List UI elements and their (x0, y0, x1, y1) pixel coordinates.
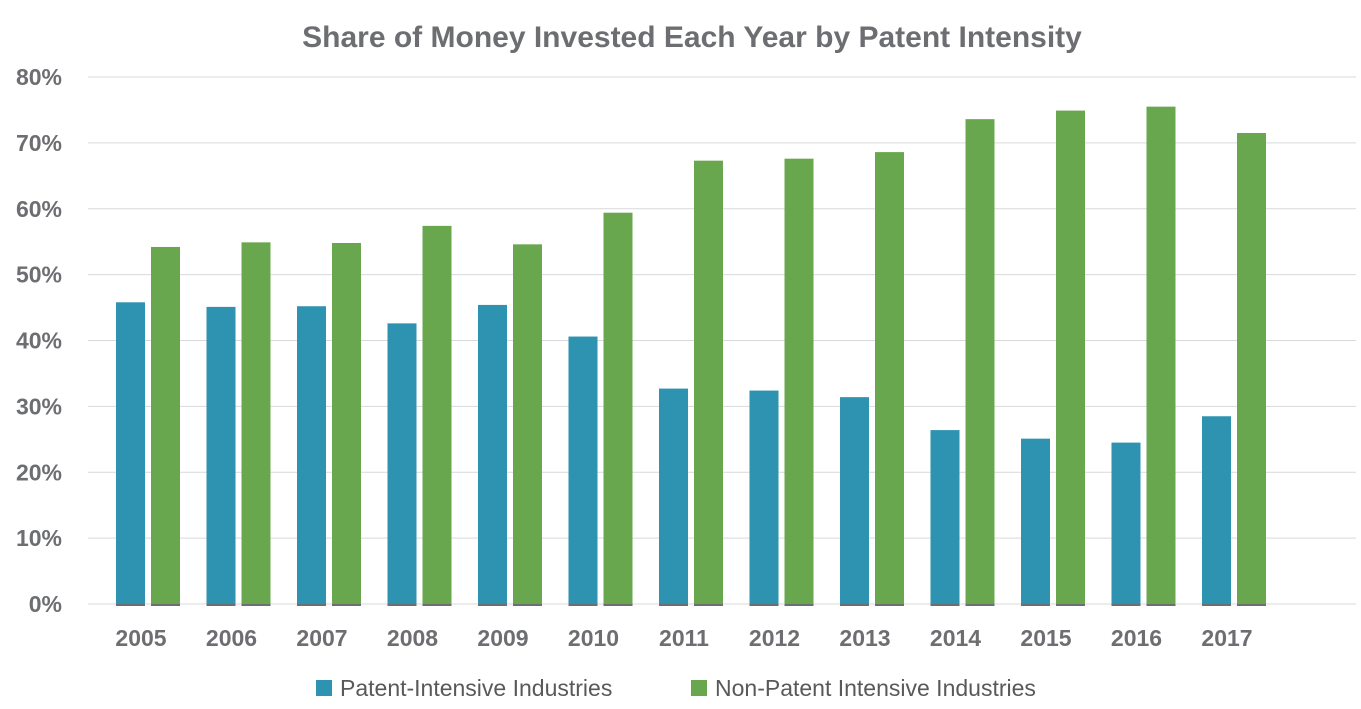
y-tick-label: 70% (16, 130, 62, 156)
bar-non-patent-intensive (422, 225, 452, 604)
x-tick-label: 2008 (387, 625, 438, 651)
bar-baseline-marker (387, 604, 417, 606)
bar-patent-intensive (1202, 416, 1231, 604)
x-tick-label: 2013 (839, 625, 890, 651)
bar-baseline-marker (332, 604, 361, 606)
bar-non-patent-intensive (784, 158, 814, 604)
bar-non-patent-intensive (241, 242, 271, 604)
y-tick-label: 20% (16, 459, 62, 485)
x-tick-label: 2015 (1020, 625, 1071, 651)
bar-baseline-marker (1237, 604, 1266, 606)
legend-label: Non-Patent Intensive Industries (715, 675, 1036, 701)
bar-patent-intensive (840, 397, 869, 604)
bar-patent-intensive (478, 304, 507, 604)
x-tick-label: 2005 (115, 625, 166, 651)
y-tick-label: 40% (16, 328, 62, 354)
y-tick-label: 50% (16, 262, 62, 288)
bar-baseline-marker (422, 604, 452, 606)
bar-baseline-marker (784, 604, 814, 606)
bar-patent-intensive (1021, 438, 1050, 604)
bar-non-patent-intensive (965, 119, 995, 604)
x-tick-label: 2011 (659, 625, 709, 651)
bar-non-patent-intensive (332, 243, 361, 604)
bar-non-patent-intensive (694, 160, 723, 604)
bars (116, 106, 1266, 606)
bar-baseline-marker (603, 604, 633, 606)
bar-non-patent-intensive (1146, 106, 1176, 605)
y-tick-label: 80% (16, 64, 62, 90)
x-tick-label: 2009 (477, 625, 528, 651)
x-tick-label: 2014 (930, 625, 981, 651)
bar-baseline-marker (965, 604, 995, 606)
legend-label: Patent-Intensive Industries (340, 675, 612, 701)
bar-patent-intensive (116, 302, 145, 604)
legend-swatch (316, 680, 332, 696)
y-tick-label: 0% (29, 591, 62, 617)
bar-baseline-marker (1146, 604, 1176, 606)
bar-baseline-marker (513, 604, 542, 606)
bar-patent-intensive (297, 306, 326, 604)
bar-baseline-marker (749, 604, 779, 606)
bar-baseline-marker (659, 604, 688, 606)
bar-non-patent-intensive (1056, 110, 1085, 604)
bar-baseline-marker (206, 604, 236, 606)
legend: Patent-Intensive Industries Non-Patent In… (316, 675, 1036, 701)
y-tick-label: 10% (16, 525, 62, 551)
bar-baseline-marker (151, 604, 180, 606)
bar-baseline-marker (568, 604, 598, 606)
bar-baseline-marker (840, 604, 869, 606)
bar-baseline-marker (1202, 604, 1231, 606)
legend-swatch (691, 680, 707, 696)
bar-baseline-marker (1111, 604, 1141, 606)
y-tick-label: 30% (16, 393, 62, 419)
chart-title: Share of Money Invested Each Year by Pat… (302, 21, 1082, 54)
x-tick-label: 2016 (1111, 625, 1162, 651)
bar-baseline-marker (241, 604, 271, 606)
bar-patent-intensive (206, 306, 236, 604)
x-tick-label: 2006 (206, 625, 257, 651)
bar-baseline-marker (930, 604, 960, 606)
x-tick-label: 2007 (296, 625, 347, 651)
x-tick-label: 2017 (1201, 625, 1252, 651)
x-axis-ticks: 2005 2006 2007 2008 2009 2010 2011 2012 2013 2014… (115, 625, 1252, 651)
bar-patent-intensive (568, 336, 598, 604)
bar-non-patent-intensive (603, 212, 633, 604)
bar-baseline-marker (1021, 604, 1050, 606)
bar-baseline-marker (1056, 604, 1085, 606)
bar-non-patent-intensive (1237, 132, 1266, 604)
bar-patent-intensive (387, 323, 417, 604)
x-tick-label: 2012 (749, 625, 800, 651)
bar-baseline-marker (694, 604, 723, 606)
y-tick-label: 60% (16, 196, 62, 222)
x-tick-label: 2010 (568, 625, 619, 651)
bar-patent-intensive (1111, 442, 1141, 604)
bar-baseline-marker (297, 604, 326, 606)
bar-non-patent-intensive (875, 152, 904, 604)
bar-non-patent-intensive (513, 244, 542, 604)
bar-non-patent-intensive (151, 246, 180, 604)
bar-patent-intensive (930, 430, 960, 604)
bar-baseline-marker (875, 604, 904, 606)
bar-patent-intensive (659, 388, 688, 604)
bar-baseline-marker (478, 604, 507, 606)
y-axis-ticks: 0% 10% 20% 30% 40% 50% 60% 70% 80% (16, 64, 62, 617)
bar-patent-intensive (749, 390, 779, 604)
bar-baseline-marker (116, 604, 145, 606)
